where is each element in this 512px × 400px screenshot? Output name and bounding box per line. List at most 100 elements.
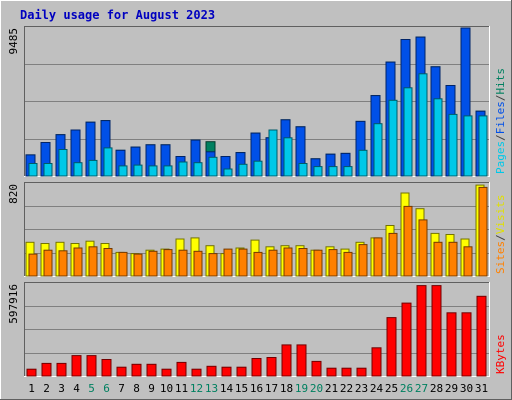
- top-bar-pages-17: [268, 129, 278, 177]
- middle-bar-sites-19: [298, 248, 308, 277]
- top-legend-item-2: Files: [494, 101, 507, 134]
- bottom-legend-item-0: KBytes: [494, 334, 507, 374]
- panels-group: 9485Pages/Files/Hits820Sites/Visits59791…: [7, 26, 507, 377]
- bottom-bar-kbytes-6: [101, 359, 112, 377]
- top-bar-pages-11: [178, 161, 188, 177]
- top-legend-item-1: /: [494, 134, 507, 141]
- middle-bar-sites-16: [253, 251, 263, 277]
- x-tick-label-10: 10: [160, 382, 173, 395]
- top-bar-pages-31: [478, 115, 488, 177]
- top-legend-item-3: /: [494, 95, 507, 102]
- bottom-bar-kbytes-25: [386, 317, 397, 377]
- top-max-label: 9485: [7, 28, 20, 55]
- top-legend-item-0: Pages: [494, 141, 507, 174]
- x-tick-label-31: 31: [475, 382, 488, 395]
- x-tick-label-25: 25: [385, 382, 398, 395]
- middle-bar-sites-24: [373, 237, 383, 277]
- x-tick-label-18: 18: [280, 382, 293, 395]
- top-bar-pages-23: [358, 149, 368, 177]
- x-tick-label-16: 16: [250, 382, 263, 395]
- x-tick-label-24: 24: [370, 382, 384, 395]
- x-tick-label-9: 9: [148, 382, 155, 395]
- x-tick-label-21: 21: [325, 382, 338, 395]
- bottom-bar-kbytes-7: [116, 366, 127, 377]
- bottom-bar-kbytes-11: [176, 361, 187, 377]
- bottom-bar-kbytes-29: [446, 312, 457, 377]
- middle-bar-sites-1: [28, 253, 38, 277]
- bottom-bar-kbytes-12: [191, 368, 202, 377]
- x-tick-label-5: 5: [88, 382, 95, 395]
- middle-bar-sites-5: [88, 246, 98, 277]
- middle-bar-sites-15: [238, 248, 248, 277]
- x-tick-label-1: 1: [28, 382, 35, 395]
- middle-bar-sites-17: [268, 249, 278, 277]
- middle-bar-sites-20: [313, 249, 323, 277]
- top-bar-pages-25: [388, 99, 398, 177]
- x-axis-labels: 1 2 3 4 5 6 7 8 9 10 11 12 13 14 15 16 17 18 19 20 21 22 23 24 2…: [28, 382, 488, 395]
- middle-bar-sites-30: [463, 246, 473, 277]
- top-legend-item-4: Hits: [494, 68, 507, 95]
- middle-bar-sites-27: [418, 219, 428, 277]
- middle-panel: 820 Sites/Visits: [7, 182, 507, 277]
- x-tick-label-28: 28: [430, 382, 443, 395]
- bottom-bar-kbytes-10: [161, 368, 172, 377]
- top-bar-pages-10: [163, 165, 173, 177]
- top-legend: Pages/Files/Hits: [494, 68, 507, 174]
- middle-bar-sites-26: [403, 205, 413, 277]
- bottom-bar-kbytes-15: [236, 366, 247, 377]
- top-bar-pages-21: [328, 166, 338, 177]
- bottom-bar-kbytes-30: [461, 312, 472, 377]
- bottom-bar-kbytes-3: [56, 362, 67, 377]
- x-tick-label-7: 7: [118, 382, 125, 395]
- middle-bar-sites-12: [193, 250, 203, 277]
- middle-bar-sites-13: [208, 253, 218, 277]
- top-bar-pages-5: [88, 159, 98, 177]
- top-bar-pages-29: [448, 113, 458, 177]
- middle-legend: Sites/Visits: [494, 195, 507, 275]
- x-tick-label-19: 19: [295, 382, 308, 395]
- top-bar-pages-2: [43, 163, 53, 177]
- top-bar-pages-20: [313, 166, 323, 177]
- top-bar-pages-1: [28, 163, 38, 177]
- middle-legend-item-2: Visits: [494, 195, 507, 235]
- x-tick-label-11: 11: [175, 382, 188, 395]
- bottom-panel: 597916 KBytes: [7, 282, 507, 377]
- bottom-bar-kbytes-4: [71, 355, 82, 377]
- x-tick-label-20: 20: [310, 382, 323, 395]
- top-bar-pages-24: [373, 123, 383, 177]
- top-bar-pages-7: [118, 165, 128, 177]
- x-tick-label-30: 30: [460, 382, 473, 395]
- chart-title: Daily usage for August 2023: [20, 8, 215, 22]
- middle-bar-sites-28: [433, 241, 443, 277]
- middle-bar-sites-8: [133, 253, 143, 277]
- x-tick-label-23: 23: [355, 382, 368, 395]
- top-bar-pages-15: [238, 163, 248, 177]
- top-bar-pages-12: [193, 162, 203, 177]
- top-bar-pages-13: [208, 156, 218, 177]
- x-tick-label-15: 15: [235, 382, 248, 395]
- bottom-bar-kbytes-22: [341, 367, 352, 377]
- x-tick-label-6: 6: [103, 382, 110, 395]
- x-tick-label-12: 12: [190, 382, 203, 395]
- middle-bar-sites-10: [163, 249, 173, 277]
- bottom-bar-kbytes-26: [401, 302, 412, 377]
- top-bar-pages-9: [148, 165, 158, 177]
- bottom-bar-kbytes-23: [356, 367, 367, 377]
- middle-bar-sites-11: [178, 249, 188, 277]
- x-tick-label-26: 26: [400, 382, 413, 395]
- x-tick-label-13: 13: [205, 382, 218, 395]
- top-bar-pages-26: [403, 87, 413, 177]
- x-tick-label-8: 8: [133, 382, 140, 395]
- x-tick-label-4: 4: [73, 382, 80, 395]
- bottom-bar-kbytes-31: [476, 295, 487, 377]
- top-bar-pages-16: [253, 160, 263, 177]
- x-tick-label-22: 22: [340, 382, 353, 395]
- x-tick-label-29: 29: [445, 382, 458, 395]
- bottom-bar-kbytes-19: [296, 344, 307, 377]
- bottom-bar-kbytes-8: [131, 363, 142, 377]
- middle-bar-sites-25: [388, 232, 398, 277]
- x-tick-label-17: 17: [265, 382, 278, 395]
- middle-bar-sites-4: [73, 247, 83, 277]
